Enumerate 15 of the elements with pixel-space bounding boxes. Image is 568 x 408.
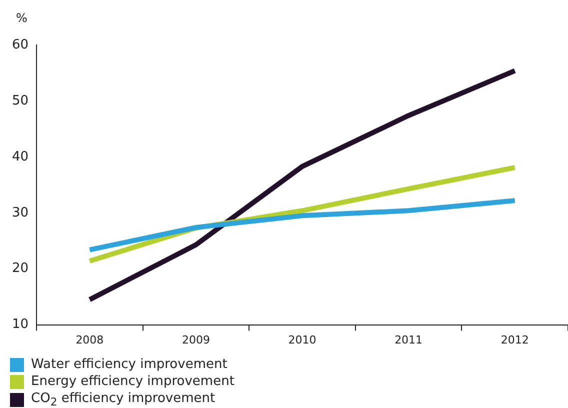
legend-label: Energy efficiency improvement [31,373,234,390]
y-tick-label: 50 [12,93,29,108]
y-axis-title: % [16,11,28,26]
y-tick-label: 40 [12,149,29,164]
legend-label: CO$_{2}$ efficiency improvement [31,390,216,408]
y-tick-label: 60 [12,37,29,52]
y-tick-label: 30 [12,205,29,220]
x-tick-label: 2010 [288,333,316,346]
y-tick-label: 10 [12,317,29,332]
x-tick-label: 2011 [394,333,423,346]
x-tick-label: 2012 [500,333,529,346]
x-tick-label: 2009 [182,333,210,346]
y-tick-label: 20 [12,261,29,276]
legend-label: Water efficiency improvement [31,356,228,373]
x-tick-label: 2008 [76,333,104,346]
